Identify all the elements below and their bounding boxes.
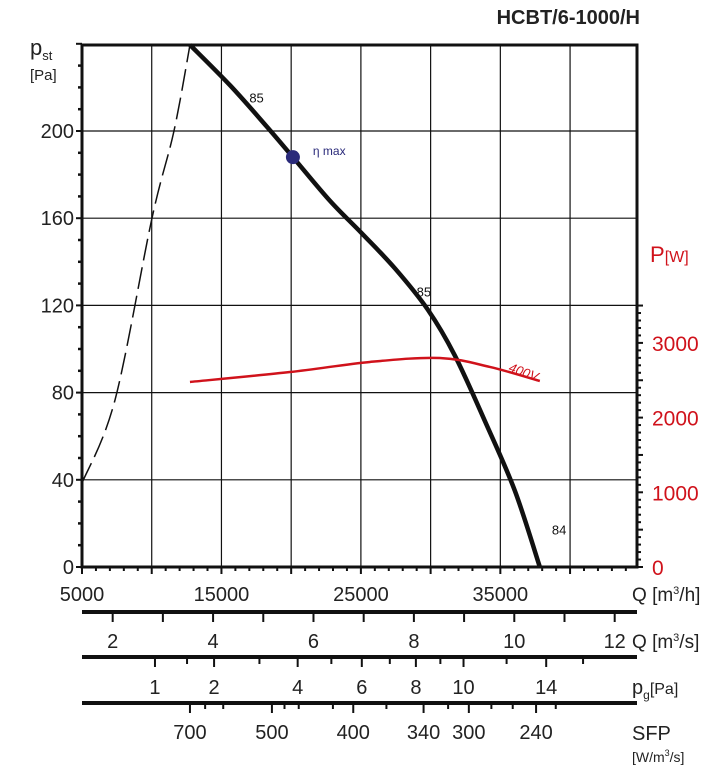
eta-max-label: η max — [313, 144, 346, 158]
y-tick-label: 40 — [52, 470, 74, 492]
grid — [82, 45, 637, 567]
pg-tick-label: 1 — [149, 677, 160, 699]
q-m3s-unit: Q [m3/s] — [632, 632, 699, 653]
pg-tick-label: 2 — [209, 677, 220, 699]
sfp-tick-label: 500 — [255, 722, 288, 744]
pressure-curve — [188, 43, 542, 568]
y2-tick-label: 1000 — [652, 482, 699, 505]
svg-text:Q [m3/h]: Q [m3/h] — [632, 585, 700, 606]
svg-text:Q [m3/s]: Q [m3/s] — [632, 632, 699, 653]
system-curve-dashed — [81, 44, 191, 484]
q-m3s-tick-label: 10 — [503, 631, 525, 653]
plot-frame — [80, 43, 639, 569]
efficiency-label: 85 — [417, 285, 431, 300]
y-tick-label: 80 — [52, 383, 74, 405]
sfp-tick-label: 240 — [519, 722, 552, 744]
y-tick-label: 0 — [63, 557, 74, 579]
efficiency-label: 84 — [552, 522, 566, 537]
pg-unit: pg[Pa] — [632, 677, 678, 702]
curves — [81, 43, 542, 568]
q-m3s-tick-label: 12 — [604, 631, 626, 653]
pg-tick-label: 10 — [452, 677, 474, 699]
pg-tick-label: 6 — [356, 677, 367, 699]
x-tick-label: 25000 — [333, 584, 389, 606]
sfp-tick-label: 700 — [173, 722, 206, 744]
pg-tick-label: 8 — [410, 677, 421, 699]
chart-title: HCBT/6-1000/H — [497, 7, 640, 29]
y2-tick-label: 3000 — [652, 333, 699, 356]
svg-text:[Pa]: [Pa] — [30, 67, 57, 84]
sfp-tick-label: 300 — [452, 722, 485, 744]
y2-tick-label: 0 — [652, 557, 664, 580]
x-tick-label: 5000 — [60, 584, 105, 606]
svg-text:P[W]: P[W] — [650, 242, 689, 267]
sfp-tick-label: 400 — [337, 722, 370, 744]
y2-tick-label: 2000 — [652, 408, 699, 431]
pg-tick-label: 14 — [535, 677, 557, 699]
eta-max-point — [285, 150, 300, 165]
power-curve-400v — [189, 356, 541, 384]
svg-text:SFP: SFP — [632, 723, 671, 745]
y-tick-label: 120 — [41, 295, 74, 317]
sfp-unit: SFP [W/m3/s] — [632, 723, 684, 765]
q-m3s-tick-label: 6 — [308, 631, 319, 653]
efficiency-label: 85 — [249, 91, 263, 106]
y-tick-label: 160 — [41, 208, 74, 230]
svg-text:pg[Pa]: pg[Pa] — [632, 677, 678, 702]
q-m3s-tick-label: 8 — [408, 631, 419, 653]
power-curve-label: 400V — [507, 360, 542, 385]
y2-axis-title: P[W] — [650, 242, 689, 267]
x-tick-label: 35000 — [473, 584, 529, 606]
y-tick-label: 200 — [41, 121, 74, 143]
svg-text:[W/m3/s]: [W/m3/s] — [632, 748, 684, 765]
pg-tick-label: 4 — [292, 677, 303, 699]
q-m3s-tick-label: 4 — [208, 631, 219, 653]
x-axis-unit: Q [m3/h] — [632, 585, 700, 606]
q-m3s-tick-label: 2 — [107, 631, 118, 653]
y-axis-title: pst [Pa] — [30, 35, 57, 84]
sfp-tick-label: 340 — [407, 722, 440, 744]
x-tick-label: 15000 — [194, 584, 250, 606]
svg-text:pst: pst — [30, 35, 53, 63]
